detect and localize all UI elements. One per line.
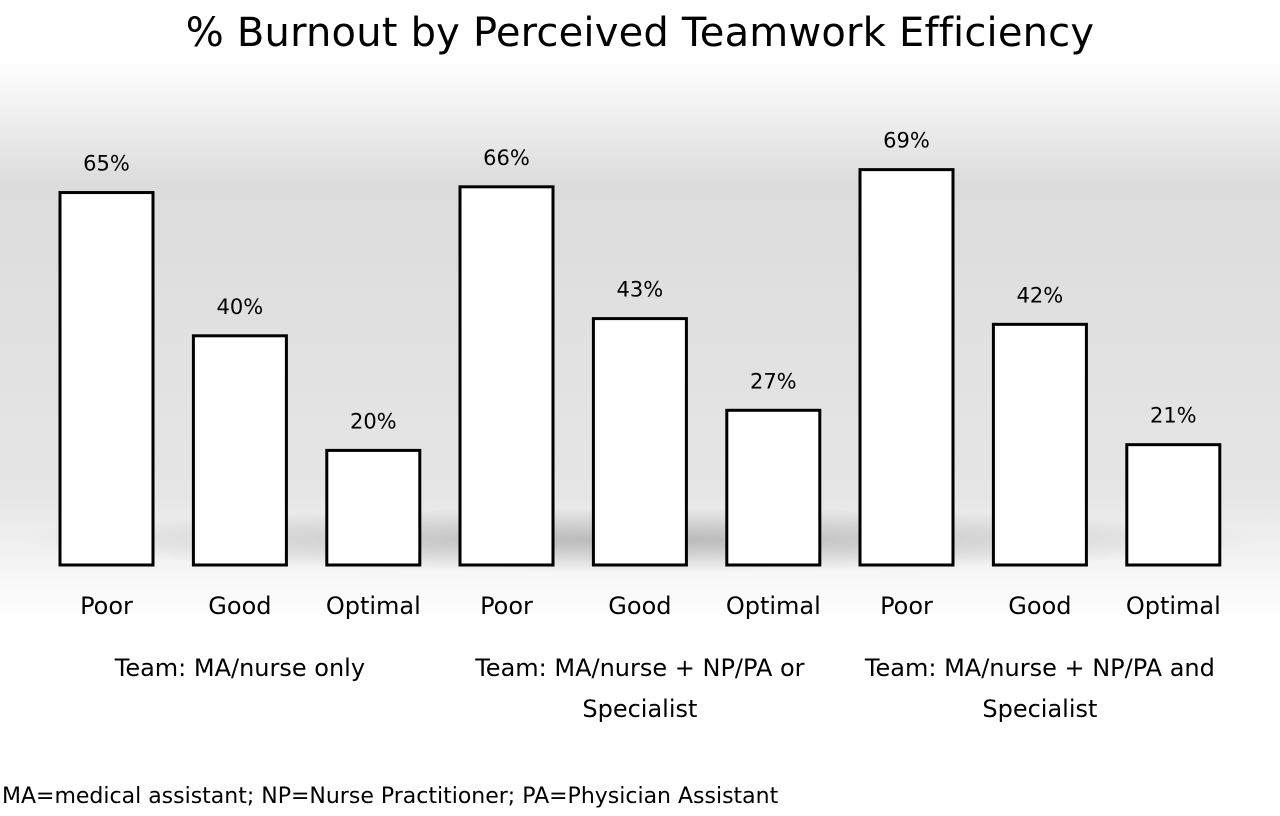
category-label: Good [208,592,271,620]
group-labels-layer: Team: MA/nurse only Team: MA/nurse + NP/P… [114,654,1215,723]
bar-good-group-1 [191,334,288,567]
chart-title: % Burnout by Perceived Teamwork Efficien… [185,10,1095,56]
category-label: Good [608,592,671,620]
category-label: Poor [80,592,133,620]
bars-layer [58,168,1222,567]
data-label: 42% [1017,283,1064,307]
category-label: Optimal [1126,592,1221,620]
data-label: 40% [217,295,264,319]
category-label: Poor [880,592,933,620]
footnote: MA=medical assistant; NP=Nurse Practitio… [2,784,779,809]
bar-chart: 65% 40% 20% 66% 43% 27% 69% 42% 21% Poor Good Opti… [0,60,1280,723]
group-label: Team: MA/nurse only [114,654,365,682]
group-label: Team: MA/nurse + NP/PA and Specialist [864,654,1215,723]
category-label: Good [1008,592,1071,620]
data-label: 43% [617,278,664,302]
group-label: Team: MA/nurse + NP/PA or Specialist [474,654,804,723]
category-label: Optimal [726,592,821,620]
data-label: 20% [350,409,397,433]
bar-optimal-group-2 [725,408,822,567]
data-label: 69% [883,129,930,153]
value-labels-layer: 65% 40% 20% 66% 43% 27% 69% 42% 21% [83,129,1196,434]
category-label: Poor [480,592,533,620]
bar-poor-group-2 [458,185,555,567]
bar-poor-group-3 [858,168,955,567]
data-label: 27% [750,369,797,393]
bar-good-group-2 [591,317,688,567]
category-labels-layer: Poor Good Optimal Poor Good Optimal Poor Good Op… [80,592,1221,620]
bar-optimal-group-3 [1125,443,1222,567]
data-label: 65% [83,152,130,176]
data-label: 21% [1150,404,1197,428]
bar-good-group-3 [991,322,1088,567]
bar-poor-group-1 [58,191,155,567]
bar-optimal-group-1 [325,448,422,567]
category-label: Optimal [326,592,421,620]
data-label: 66% [483,146,530,170]
